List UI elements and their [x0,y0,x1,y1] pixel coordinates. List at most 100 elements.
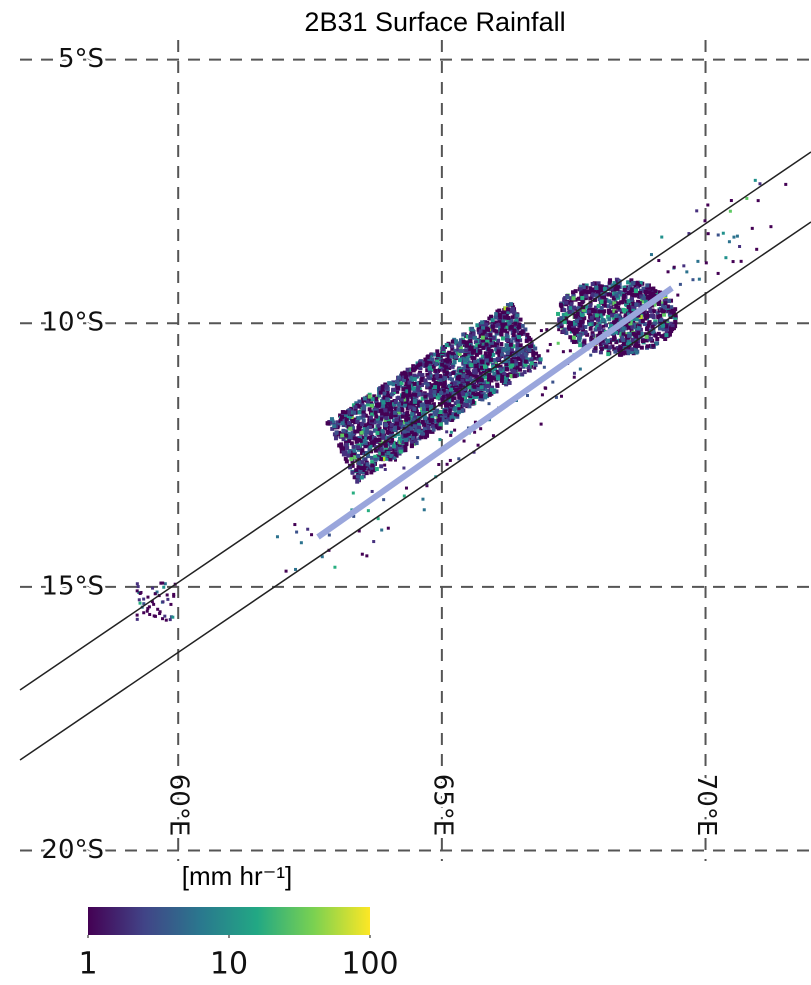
rain-pixel [382,498,385,501]
rain-pixel [404,442,408,446]
rain-pixel [414,438,418,442]
rain-pixel [403,448,407,452]
rain-pixel [442,369,446,373]
rain-pixel [641,319,645,323]
rain-pixel [392,444,396,448]
rain-pixel [380,388,384,392]
rain-pixel [384,468,387,471]
rain-pixel [352,445,356,449]
rain-pixel [481,346,485,350]
rain-pixel [395,380,399,384]
rain-pixel [300,541,303,544]
rain-pixel [333,566,336,569]
rain-pixel [661,309,665,313]
rain-pixel [580,290,584,294]
rain-pixel [489,358,493,362]
rain-pixel [594,286,598,290]
rain-pixel [487,373,491,377]
rain-pixel [487,378,491,382]
rain-pixel [425,434,429,438]
rain-pixel [380,448,384,452]
rain-pixel [448,409,452,413]
rain-pixel [450,344,454,348]
rain-pixel [440,363,444,367]
rain-pixel [579,320,583,324]
rain-pixel [445,430,448,433]
rain-pixel [513,322,517,326]
rain-pixel [161,582,164,585]
rain-pixel [488,402,491,405]
rain-pixel [549,343,552,346]
rain-pixel [458,358,462,362]
lon-label: 60°E [164,774,194,837]
rain-pixel [614,321,617,324]
rain-pixel [575,319,579,323]
rain-pixel [377,438,381,442]
rain-pixel [438,438,441,441]
rain-pixel [498,367,502,371]
rain-pixel [437,463,440,466]
rain-pixel [607,299,611,303]
rain-pixel [657,259,660,262]
rain-pixel [578,324,582,328]
rain-pixel [588,297,592,301]
rain-pixel [627,291,631,295]
rain-pixel [530,361,534,365]
rain-pixel [613,350,617,354]
rain-pixel [754,179,757,182]
rain-pixel [399,450,403,454]
rain-pixel [484,351,488,355]
rain-pixel [375,431,379,435]
rain-pixel [421,498,424,501]
rain-pixel [682,264,685,267]
colorbar-label: [mm hr⁻¹] [182,861,293,891]
rain-pixel [517,325,521,329]
rain-pixel [368,395,372,399]
rain-pixel [634,335,638,339]
rain-pixel [483,365,487,369]
rain-pixel [637,331,641,335]
rain-pixel [430,398,434,402]
rain-pixel [334,436,338,440]
rain-pixel [424,378,428,382]
rain-pixel [419,435,423,439]
rain-pixel [571,290,575,294]
rain-pixel [435,409,439,413]
rain-pixel [310,533,313,536]
rain-pixel [451,351,455,355]
rain-pixel [384,416,388,420]
lat-label: 15°S [41,571,104,601]
rain-pixel [654,333,658,337]
rain-pixel [480,378,484,382]
rain-pixel [352,492,355,495]
rain-pixel [529,370,532,373]
rain-pixel [527,348,531,352]
rain-pixel [667,299,671,303]
rain-pixel [651,344,655,348]
rain-pixel [477,444,480,447]
rain-pixel [491,318,495,322]
rain-pixel [423,508,426,511]
rain-pixel [410,412,414,416]
rain-pixel [751,227,754,230]
rain-pixel [383,408,387,412]
rain-pixel [769,225,772,228]
rain-pixel [580,296,584,300]
rain-pixel [355,480,359,484]
rain-pixel [572,336,576,340]
rain-pixel [154,592,157,595]
rain-pixel [676,294,679,297]
rain-pixel [600,347,604,351]
rain-pixel [413,398,417,402]
rain-pixel [516,366,520,370]
rain-pixel [496,357,500,361]
rain-pixel [456,400,460,404]
rain-pixel [388,402,392,406]
rain-pixel [406,368,410,372]
rain-pixel [473,360,477,364]
rain-pixel [349,457,353,461]
rain-pixel [489,392,492,395]
rain-pixel [480,385,484,389]
rain-pixel [606,339,610,343]
rain-pixel [345,446,349,450]
